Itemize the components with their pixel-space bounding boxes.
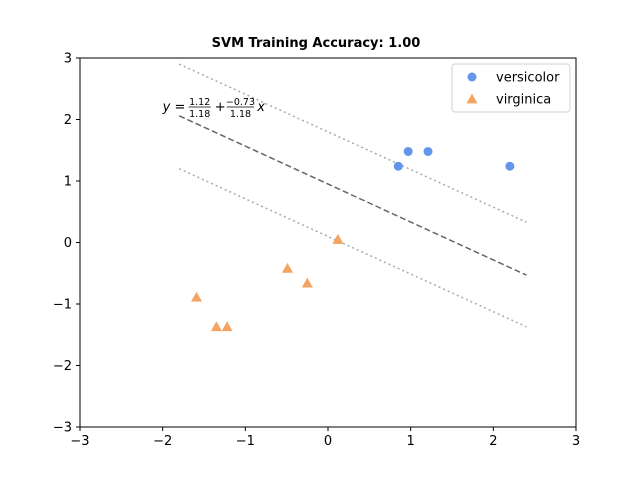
y-tick-label: −1 — [53, 298, 72, 313]
y-tick-label: 2 — [64, 113, 72, 128]
legend-versicolor-label: versicolor — [496, 71, 560, 86]
equation-variable: x — [256, 100, 265, 115]
x-tick-label: 3 — [572, 434, 580, 449]
legend-virginica-marker — [466, 93, 478, 104]
equation-term2-denominator: 1.18 — [230, 109, 251, 120]
x-tick-label: −2 — [153, 434, 172, 449]
x-tick-label: 0 — [324, 434, 332, 449]
versicolor-point — [423, 146, 433, 156]
x-tick-label: −3 — [70, 434, 89, 449]
virginica-point — [191, 291, 203, 302]
versicolor-point — [393, 161, 403, 171]
y-tick-label: 0 — [64, 236, 72, 251]
decision-boundary-line — [178, 115, 527, 276]
equation-lhs: y = — [162, 100, 186, 115]
legend: versicolor virginica — [451, 63, 571, 113]
x-tick-label: 2 — [489, 434, 497, 449]
versicolor-point — [505, 161, 515, 171]
y-tick-label: −2 — [53, 359, 72, 374]
y-tick-label: 3 — [64, 52, 72, 67]
plot-area: y = 1.121.18 + −0.731.18 x — [162, 63, 527, 332]
equation-operator: + — [215, 100, 226, 115]
equation-term2-numerator: −0.73 — [226, 97, 255, 108]
virginica-point — [210, 321, 222, 332]
versicolor-point — [403, 146, 413, 156]
legend-box — [451, 63, 571, 113]
y-tick-label: 1 — [64, 175, 72, 190]
equation-annotation: y = — [162, 100, 186, 115]
virginica-point — [301, 277, 313, 288]
chart-title: SVM Training Accuracy: 1.00 — [212, 36, 421, 51]
equation-term1-numerator: 1.12 — [189, 97, 210, 108]
virginica-point — [221, 321, 233, 332]
legend-versicolor-marker — [467, 72, 477, 82]
equation-term1-denominator: 1.18 — [189, 109, 210, 120]
x-tick-label: −1 — [236, 434, 255, 449]
y-tick-label: −3 — [53, 421, 72, 436]
axes: −3 −2 −1 0 1 2 3 −3 −2 −1 0 1 2 3 — [53, 52, 580, 450]
x-tick-label: 1 — [407, 434, 415, 449]
virginica-point — [332, 233, 344, 244]
virginica-point — [281, 262, 293, 273]
legend-virginica-label: virginica — [496, 93, 551, 108]
lower-margin-line — [178, 168, 527, 328]
upper-margin-line — [178, 63, 527, 223]
